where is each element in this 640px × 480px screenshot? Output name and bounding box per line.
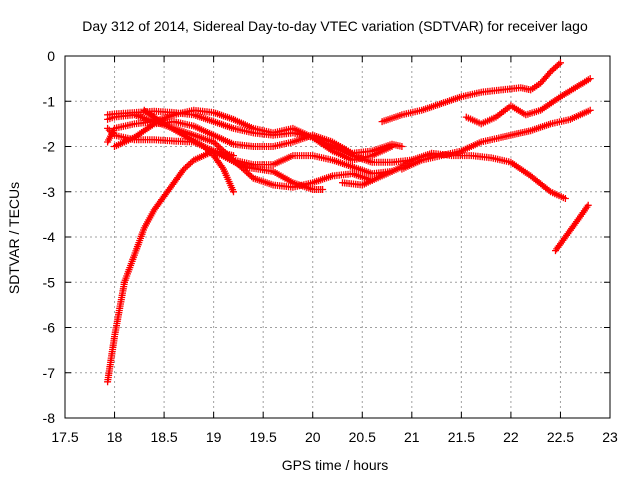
y-tick-label: -4: [43, 229, 56, 245]
x-axis-label: GPS time / hours: [282, 457, 389, 473]
y-tick-label: -1: [43, 93, 56, 109]
x-tick-label: 19: [206, 429, 222, 445]
y-tick-label: -8: [43, 410, 56, 426]
x-tick-label: 20.5: [349, 429, 376, 445]
y-tick-label: -2: [43, 139, 56, 155]
series-curve-j: [378, 59, 564, 126]
series-markers: [339, 149, 569, 202]
y-tick-label: -7: [43, 365, 56, 381]
series-markers: [398, 106, 594, 173]
y-tick-label: -3: [43, 184, 56, 200]
series-markers: [140, 106, 237, 196]
chart-title: Day 312 of 2014, Sidereal Day-to-day VTE…: [82, 18, 588, 34]
x-tick-label: 22: [503, 429, 519, 445]
y-tick-label: -6: [43, 320, 56, 336]
series-curve-l: [552, 201, 592, 255]
x-tick-label: 23: [602, 429, 618, 445]
x-tick-label: 18.5: [150, 429, 177, 445]
series-markers: [462, 75, 594, 128]
series-curve-d: [104, 106, 396, 164]
series-markers: [210, 147, 327, 193]
series-markers: [552, 201, 592, 255]
y-axis-label: SDTVAR / TECUs: [6, 182, 22, 294]
series-curve-i: [398, 106, 594, 173]
x-tick-label: 21.5: [448, 429, 475, 445]
series-curve-k: [462, 75, 594, 128]
grid: [65, 56, 610, 418]
x-tick-label: 21: [404, 429, 420, 445]
axis-ticks: 17.5 18 18.5 19 19.5 20 20.5 21 21.5 22 22.5 23 0 -1 -…: [43, 48, 618, 445]
series-rise: [104, 147, 237, 386]
series-curve-g: [210, 147, 327, 193]
series-markers: [111, 118, 406, 157]
x-tick-label: 20: [305, 429, 321, 445]
series-markers: [378, 59, 564, 126]
series-markers: [104, 106, 396, 164]
x-tick-label: 22.5: [547, 429, 574, 445]
series-markers: [104, 147, 237, 386]
x-tick-label: 19.5: [250, 429, 277, 445]
series-curve-e: [111, 118, 406, 157]
x-tick-label: 17.5: [51, 429, 78, 445]
series-curve-f: [140, 106, 237, 196]
y-tick-label: 0: [47, 48, 55, 64]
data-points: [104, 59, 594, 386]
series-curve-h: [339, 149, 569, 202]
x-tick-label: 18: [107, 429, 123, 445]
y-tick-label: -5: [43, 274, 56, 290]
